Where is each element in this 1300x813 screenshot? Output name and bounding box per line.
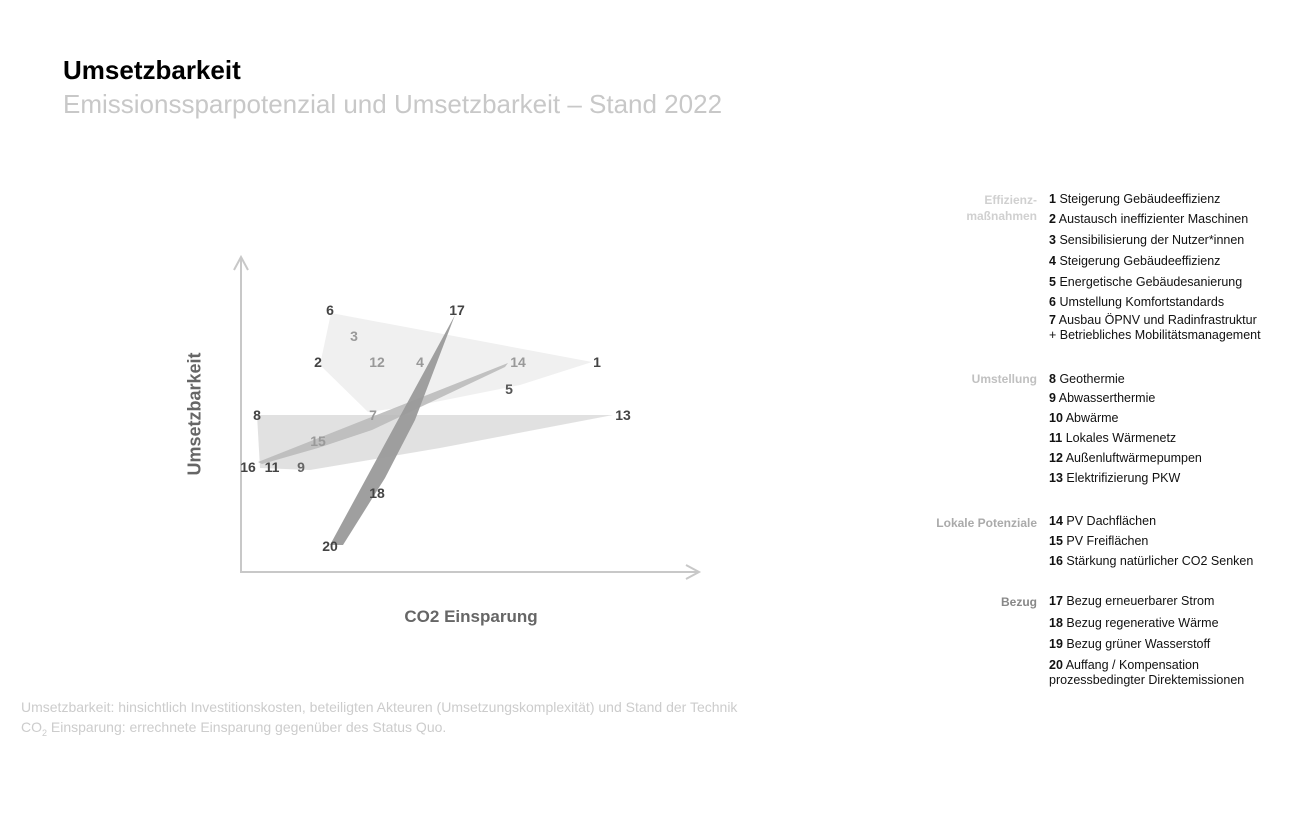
point-label-17: 17 — [449, 302, 465, 318]
x-axis-label: CO2 Einsparung — [404, 607, 538, 626]
x-axis — [240, 564, 702, 580]
legend-group-lokale-potenziale: Lokale Potenziale — [936, 516, 1037, 530]
legend-item-3: 3 Sensibilisierung der Nutzer*innen — [1049, 233, 1244, 248]
legend-item-text: Bezug regenerative Wärme — [1066, 616, 1219, 630]
legend-item-number: 5 — [1049, 275, 1056, 289]
legend-item-number: 17 — [1049, 594, 1063, 608]
legend-item-6: 6 Umstellung Komfortstandards — [1049, 295, 1224, 310]
legend-item-text: Auffang / Kompensation — [1065, 658, 1199, 672]
point-label-14: 14 — [510, 354, 526, 370]
legend-item-text: Umstellung Komfortstandards — [1059, 295, 1225, 309]
legend-item-text-line2: prozessbedingter Direktemissionen — [1049, 673, 1245, 687]
legend-item-1: 1 Steigerung Gebäudeeffizienz — [1049, 192, 1220, 207]
legend-item-number: 20 — [1049, 658, 1063, 672]
legend-item-10: 10 Abwärme — [1049, 411, 1119, 426]
point-label-11: 11 — [264, 459, 280, 475]
footnote-co2-subscript: 2 — [42, 727, 48, 738]
legend-item-text: Geothermie — [1059, 372, 1125, 386]
legend-item-number: 14 — [1049, 514, 1063, 528]
legend-item-9: 9 Abwasserthermie — [1049, 391, 1155, 406]
legend-item-number: 1 — [1049, 192, 1056, 206]
point-label-9: 9 — [297, 459, 305, 475]
area-lokale-potenziale — [258, 363, 508, 464]
point-label-12: 12 — [369, 354, 385, 370]
legend-item-number: 19 — [1049, 637, 1063, 651]
legend-item-19: 19 Bezug grüner Wasserstoff — [1049, 637, 1210, 652]
legend-item-text: Energetische Gebäudesanierung — [1059, 275, 1243, 289]
legend-item-15: 15 PV Freiflächen — [1049, 534, 1148, 549]
legend-item-number: 6 — [1049, 295, 1056, 309]
footnote-co2: CO2 Einsparung: errechnete Einsparung ge… — [21, 719, 446, 738]
legend-item-4: 4 Steigerung Gebäudeeffizienz — [1049, 254, 1220, 269]
legend-item-text: Außenluftwärmepumpen — [1065, 451, 1202, 465]
point-label-6: 6 — [326, 302, 334, 318]
legend-item-number: 9 — [1049, 391, 1056, 405]
point-label-8: 8 — [253, 407, 261, 423]
legend-group-effizienz: Effizienz- maßnahmen — [966, 193, 1037, 223]
point-label-3: 3 — [350, 328, 358, 344]
area-bezug — [330, 315, 455, 545]
legend-item-number: 11 — [1049, 431, 1063, 445]
legend-item-number: 3 — [1049, 233, 1056, 247]
legend-item-number: 13 — [1049, 471, 1063, 485]
point-label-5: 5 — [505, 381, 513, 397]
legend-item-number: 8 — [1049, 372, 1056, 386]
legend-item-text: Sensibilisierung der Nutzer*innen — [1059, 233, 1245, 247]
legend-group-umstellung: Umstellung — [971, 372, 1037, 386]
legend-item-number: 12 — [1049, 451, 1063, 465]
legend-item-16: 16 Stärkung natürlicher CO2 Senken — [1049, 554, 1253, 569]
footnote-co2-text: Einsparung: errechnete Einsparung gegenü… — [47, 719, 447, 735]
point-label-16: 16 — [240, 459, 256, 475]
legend-item-14: 14 PV Dachflächen — [1049, 514, 1156, 529]
legend-item-text: Austausch ineffizienter Maschinen — [1058, 212, 1249, 226]
legend-item-number: 10 — [1049, 411, 1063, 425]
legend-item-text: PV Dachflächen — [1066, 514, 1157, 528]
legend-item-number: 7 — [1049, 313, 1056, 327]
legend-item-text: Lokales Wärmenetz — [1065, 431, 1177, 445]
legend-item-text: Abwasserthermie — [1058, 391, 1156, 405]
legend-item-number: 16 — [1049, 554, 1063, 568]
point-label-4: 4 — [416, 354, 424, 370]
point-label-2: 2 — [314, 354, 322, 370]
legend-item-17: 17 Bezug erneuerbarer Strom — [1049, 594, 1214, 609]
page-title: Umsetzbarkeit — [63, 55, 241, 85]
legend-item-number: 15 — [1049, 534, 1063, 548]
legend-item-text: Steigerung Gebäudeeffizienz — [1059, 192, 1221, 206]
legend-item-text: Abwärme — [1065, 411, 1119, 425]
point-label-1: 1 — [593, 354, 601, 370]
legend-item-12: 12 Außenluftwärmepumpen — [1049, 451, 1202, 466]
legend-item-13: 13 Elektrifizierung PKW — [1049, 471, 1180, 486]
legend-item-11: 11 Lokales Wärmenetz — [1049, 431, 1176, 446]
legend-item-number: 18 — [1049, 616, 1063, 630]
legend-item-number: 2 — [1049, 212, 1056, 226]
legend-item-18: 18 Bezug regenerative Wärme — [1049, 616, 1219, 631]
legend-item-7: 7 Ausbau ÖPNV und Radinfrastruktur + Betr… — [1049, 313, 1261, 343]
legend-item-text: Stärkung natürlicher CO2 Senken — [1066, 554, 1254, 568]
point-label-13: 13 — [615, 407, 631, 423]
y-axis-label: Umsetzbarkeit — [184, 352, 205, 476]
footnote-umsetzbarkeit: Umsetzbarkeit: hinsichtlich Investitions… — [21, 699, 738, 715]
legend-item-number: 4 — [1049, 254, 1056, 268]
point-label-15: 15 — [310, 433, 326, 449]
legend-item-20: 20 Auffang / Kompensation prozessbedingte… — [1049, 658, 1244, 688]
point-label-20: 20 — [322, 538, 338, 554]
legend-item-text: Elektrifizierung PKW — [1066, 471, 1181, 485]
legend-item-2: 2 Austausch ineffizienter Maschinen — [1049, 212, 1248, 227]
area-effizienz — [320, 313, 592, 412]
footnote-co2-prefix: CO — [21, 719, 42, 735]
legend-item-5: 5 Energetische Gebäudesanierung — [1049, 275, 1242, 290]
legend-item-8: 8 Geothermie — [1049, 372, 1125, 387]
point-label-18: 18 — [369, 485, 385, 501]
point-label-7: 7 — [369, 407, 377, 423]
page-subtitle: Emissionssparpotenzial und Umsetzbarkeit… — [63, 89, 723, 119]
legend-item-text: Steigerung Gebäudeeffizienz — [1059, 254, 1221, 268]
legend-item-text-line2: + Betriebliches Mobilitätsmanagement — [1049, 328, 1261, 342]
legend-item-text: Ausbau ÖPNV und Radinfrastruktur — [1058, 313, 1257, 327]
legend-item-text: Bezug erneuerbarer Strom — [1066, 594, 1215, 608]
y-axis — [233, 254, 249, 573]
legend-item-text: PV Freiflächen — [1066, 534, 1149, 548]
legend-item-text: Bezug grüner Wasserstoff — [1066, 637, 1211, 651]
legend-group-bezug: Bezug — [1001, 595, 1037, 609]
